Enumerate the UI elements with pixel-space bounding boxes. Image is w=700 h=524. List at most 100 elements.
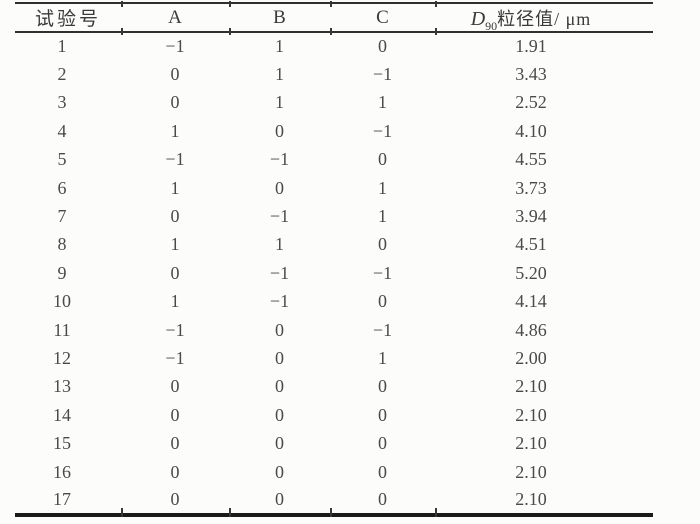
factor-b-cell: 0 — [275, 120, 284, 141]
factor-b-cell: 0 — [275, 404, 284, 425]
column-separator-tick — [435, 508, 437, 517]
run-no-cell: 3 — [57, 92, 67, 113]
d90-subscript: 90 — [485, 18, 498, 33]
factor-a-cell: 0 — [170, 433, 180, 454]
run-no-cell: 6 — [57, 177, 67, 198]
column-separator-tick — [121, 1, 123, 7]
d90-value-cell: 4.14 — [515, 291, 547, 312]
col-header-factor-b: B — [229, 3, 330, 33]
factor-a-cell: 1 — [170, 177, 180, 198]
run-no-cell: 9 — [57, 262, 67, 283]
d90-value-cell: 4.10 — [515, 120, 547, 141]
factor-c-cell: 0 — [378, 488, 387, 509]
run-no-cell: 2 — [57, 64, 67, 85]
table-row: 2 0 1 −1 3.43 — [15, 60, 653, 88]
factor-c-cell: 0 — [378, 376, 387, 397]
column-separator-tick — [229, 1, 231, 7]
factor-c-cell: −1 — [372, 120, 393, 141]
col-header-run-no: 试验号 — [15, 3, 121, 33]
d90-value-cell: 5.20 — [515, 262, 547, 283]
col-header-d90: D90粒径值/ μm — [435, 3, 653, 33]
column-separator-tick — [229, 508, 231, 517]
run-no-cell: 12 — [53, 347, 71, 368]
factor-b-cell: 0 — [275, 347, 284, 368]
factor-b-cell: 0 — [275, 433, 284, 454]
table-row: 11 −1 0 −1 4.86 — [15, 316, 653, 344]
table-row: 16 0 0 0 2.10 — [15, 458, 653, 486]
table-row: 4 1 0 −1 4.10 — [15, 117, 653, 145]
factor-b-cell: 0 — [275, 461, 284, 482]
table-row: 9 0 −1 −1 5.20 — [15, 259, 653, 287]
d90-value-cell: 4.86 — [515, 319, 547, 340]
factor-a-cell: 0 — [170, 376, 180, 397]
d90-value-cell: 2.00 — [515, 347, 547, 368]
table-row: 1 −1 1 0 1.91 — [15, 32, 653, 60]
table-row: 15 0 0 0 2.10 — [15, 429, 653, 457]
factor-b-cell: 1 — [275, 92, 284, 113]
factor-a-cell: 1 — [170, 120, 180, 141]
factor-a-cell: 0 — [170, 262, 180, 283]
factor-b-cell: −1 — [269, 291, 290, 312]
d90-value-cell: 2.10 — [515, 404, 547, 425]
factor-c-cell: 0 — [378, 461, 387, 482]
factor-c-cell: −1 — [372, 64, 393, 85]
header-row: 试验号 A B C D90粒径值/ μm — [15, 3, 653, 33]
factor-b-cell: 1 — [275, 234, 284, 255]
column-separator-tick — [330, 508, 332, 517]
factor-b-cell: 1 — [275, 36, 284, 57]
factor-b-cell: −1 — [269, 149, 290, 170]
factor-a-cell: 1 — [170, 234, 180, 255]
factor-c-cell: 0 — [378, 404, 387, 425]
d90-value-cell: 2.10 — [515, 488, 547, 509]
run-no-cell: 17 — [53, 488, 71, 509]
factor-a-cell: 0 — [170, 461, 180, 482]
column-separator-tick — [330, 1, 332, 7]
factor-c-cell: 0 — [378, 291, 387, 312]
table-row: 3 0 1 1 2.52 — [15, 89, 653, 117]
d90-value-cell: 2.10 — [515, 433, 547, 454]
factor-c-cell: 1 — [378, 206, 387, 227]
d90-value-cell: 3.73 — [515, 177, 547, 198]
table-row: 10 1 −1 0 4.14 — [15, 288, 653, 316]
factor-b-cell: −1 — [269, 206, 290, 227]
column-separator-tick — [435, 28, 437, 35]
run-no-cell: 7 — [57, 206, 67, 227]
factor-c-cell: 0 — [378, 36, 387, 57]
run-no-cell: 16 — [53, 461, 71, 482]
run-no-cell: 8 — [57, 234, 67, 255]
d90-value-cell: 2.10 — [515, 461, 547, 482]
factor-c-cell: 1 — [378, 347, 387, 368]
factor-a-cell: 0 — [170, 206, 180, 227]
col-header-factor-c: C — [330, 3, 435, 33]
factor-a-cell: 0 — [170, 404, 180, 425]
d90-value-cell: 4.55 — [515, 149, 547, 170]
column-separator-tick — [330, 28, 332, 35]
doe-table: 试验号 A B C D90粒径值/ μm 1 −1 1 0 1.91 2 0 1 −1 3.43 3… — [15, 2, 653, 517]
column-separator-tick — [435, 1, 437, 7]
table-row: 17 0 0 0 2.10 — [15, 486, 653, 514]
table-row: 12 −1 0 1 2.00 — [15, 344, 653, 372]
factor-a-cell: −1 — [165, 149, 185, 170]
d90-value-cell: 3.94 — [515, 206, 547, 227]
run-no-cell: 10 — [53, 291, 71, 312]
table-row: 14 0 0 0 2.10 — [15, 401, 653, 429]
factor-c-cell: 0 — [378, 433, 387, 454]
factor-a-cell: 0 — [170, 64, 180, 85]
d90-value-cell: 2.52 — [515, 92, 547, 113]
column-separator-tick — [121, 28, 123, 35]
run-no-cell: 1 — [57, 36, 67, 57]
factor-c-cell: 1 — [378, 92, 387, 113]
factor-c-cell: 0 — [378, 234, 387, 255]
factor-c-cell: 0 — [378, 149, 387, 170]
factor-b-cell: 0 — [275, 376, 284, 397]
run-no-cell: 4 — [57, 120, 67, 141]
factor-a-cell: −1 — [165, 36, 185, 57]
d90-value-cell: 2.10 — [515, 376, 547, 397]
factor-c-cell: −1 — [372, 319, 393, 340]
factor-a-cell: −1 — [165, 347, 185, 368]
run-no-cell: 11 — [53, 319, 71, 340]
factor-c-cell: 1 — [378, 177, 387, 198]
factor-b-cell: 0 — [275, 177, 284, 198]
table-row: 5 −1 −1 0 4.55 — [15, 146, 653, 174]
factor-a-cell: 0 — [170, 488, 180, 509]
